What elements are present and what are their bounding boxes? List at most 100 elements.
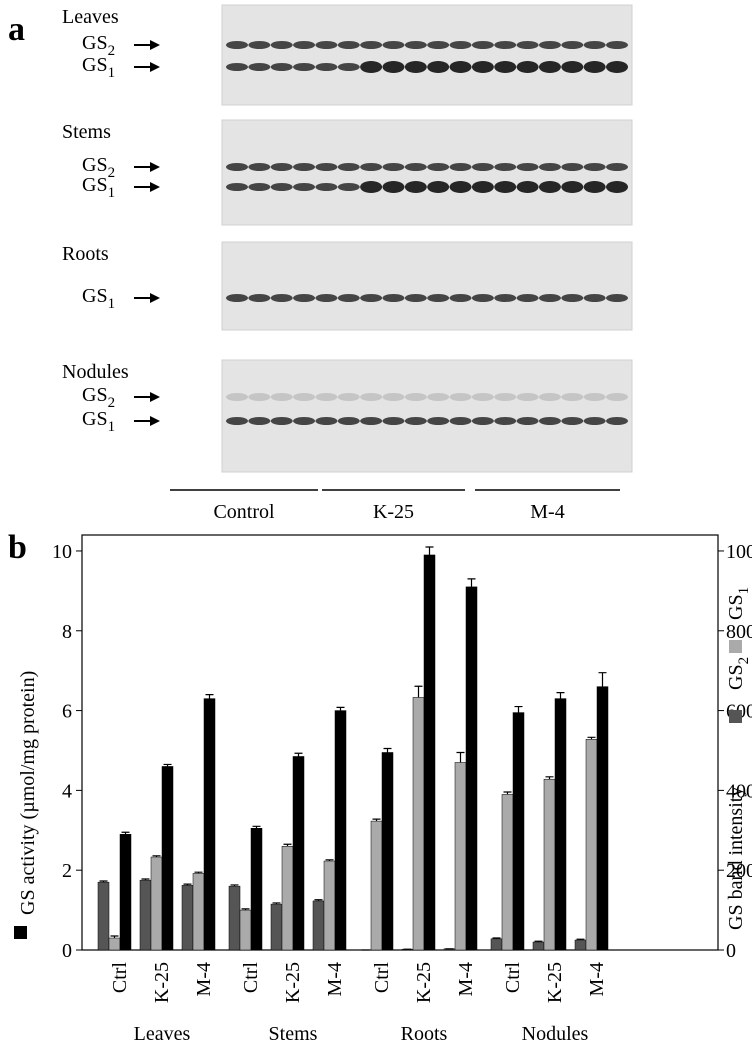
band <box>226 163 248 171</box>
band <box>561 294 584 302</box>
band <box>516 181 539 193</box>
band <box>516 41 539 49</box>
legend-swatch <box>14 926 27 939</box>
band <box>449 393 472 401</box>
error-bar <box>152 855 161 858</box>
band <box>248 417 271 425</box>
bar <box>596 686 609 951</box>
blot-image <box>221 359 633 473</box>
error-bar <box>141 878 150 881</box>
error-bar <box>372 818 381 822</box>
band <box>382 61 405 73</box>
band <box>583 181 606 193</box>
bar <box>554 698 567 951</box>
band <box>606 294 628 302</box>
error-bar <box>467 578 476 587</box>
band <box>293 417 316 425</box>
band <box>516 163 539 171</box>
band <box>293 41 316 49</box>
x-tick-label: Ctrl <box>240 962 262 994</box>
band <box>337 294 360 302</box>
legend-main: GS <box>725 664 747 690</box>
band <box>471 294 494 302</box>
band <box>471 163 494 171</box>
band <box>471 61 494 73</box>
band <box>337 41 360 49</box>
legend-swatch <box>729 640 742 653</box>
bar <box>139 879 152 951</box>
band <box>382 41 405 49</box>
bar <box>228 885 241 951</box>
band-label: GS2 <box>82 32 115 59</box>
band <box>360 181 383 193</box>
label-sub: 1 <box>108 185 116 201</box>
band <box>315 63 338 71</box>
band <box>270 393 293 401</box>
band <box>360 41 383 49</box>
treatment-label: K-25 <box>373 501 414 523</box>
y-tick-label: 6 <box>62 701 72 723</box>
x-tick-label: K-25 <box>544 962 566 1003</box>
band <box>270 294 293 302</box>
tissue-label: Roots <box>62 243 109 265</box>
band <box>606 163 628 171</box>
group-label: Roots <box>401 1023 448 1045</box>
error-bar <box>514 705 523 713</box>
label-main: GS <box>82 54 108 76</box>
band <box>583 61 606 73</box>
bar <box>423 554 436 951</box>
band <box>337 183 360 191</box>
bar <box>97 881 110 951</box>
bar <box>585 739 598 951</box>
legend-label: GS2 <box>725 657 752 690</box>
label-main: GS <box>82 285 108 307</box>
band <box>538 41 561 49</box>
y2-axis-label: GS band intensity <box>725 787 747 930</box>
label-sub: 2 <box>108 395 116 411</box>
bar <box>292 756 305 951</box>
band <box>427 181 450 193</box>
band <box>538 181 561 193</box>
band <box>360 61 383 73</box>
bar <box>543 778 556 951</box>
band <box>337 163 360 171</box>
legend-sub: 2 <box>736 657 752 665</box>
band <box>471 417 494 425</box>
band <box>561 41 584 49</box>
band <box>449 163 472 171</box>
band <box>382 163 405 171</box>
band <box>404 181 427 193</box>
error-bar <box>110 935 119 939</box>
arrow-head <box>150 40 160 50</box>
band <box>404 294 427 302</box>
error-bar <box>534 940 543 943</box>
plot-frame <box>81 534 719 951</box>
tissue-label: Nodules <box>62 361 129 383</box>
band <box>561 163 584 171</box>
label-sub: 1 <box>108 65 116 81</box>
bar <box>490 938 503 951</box>
band <box>449 181 472 193</box>
error-bar <box>598 672 607 687</box>
bar <box>203 698 216 951</box>
band <box>293 63 316 71</box>
y-tick-label: 10 <box>52 541 72 563</box>
bar <box>192 873 205 951</box>
error-bar <box>99 880 108 883</box>
error-bar <box>325 859 334 862</box>
bar <box>281 846 294 951</box>
band <box>404 417 427 425</box>
error-bar <box>163 763 172 767</box>
treatment-label: Control <box>213 501 275 523</box>
band <box>382 417 405 425</box>
band <box>315 183 338 191</box>
y-tick-label: 4 <box>62 780 72 802</box>
legend-label: GS1 <box>725 587 752 620</box>
bar <box>334 710 347 951</box>
x-tick-label: K-25 <box>413 962 435 1003</box>
error-bar <box>336 706 345 711</box>
legend-swatch <box>729 710 742 723</box>
bar <box>250 828 263 951</box>
bar <box>312 900 325 951</box>
x-tick-label: K-25 <box>151 962 173 1003</box>
